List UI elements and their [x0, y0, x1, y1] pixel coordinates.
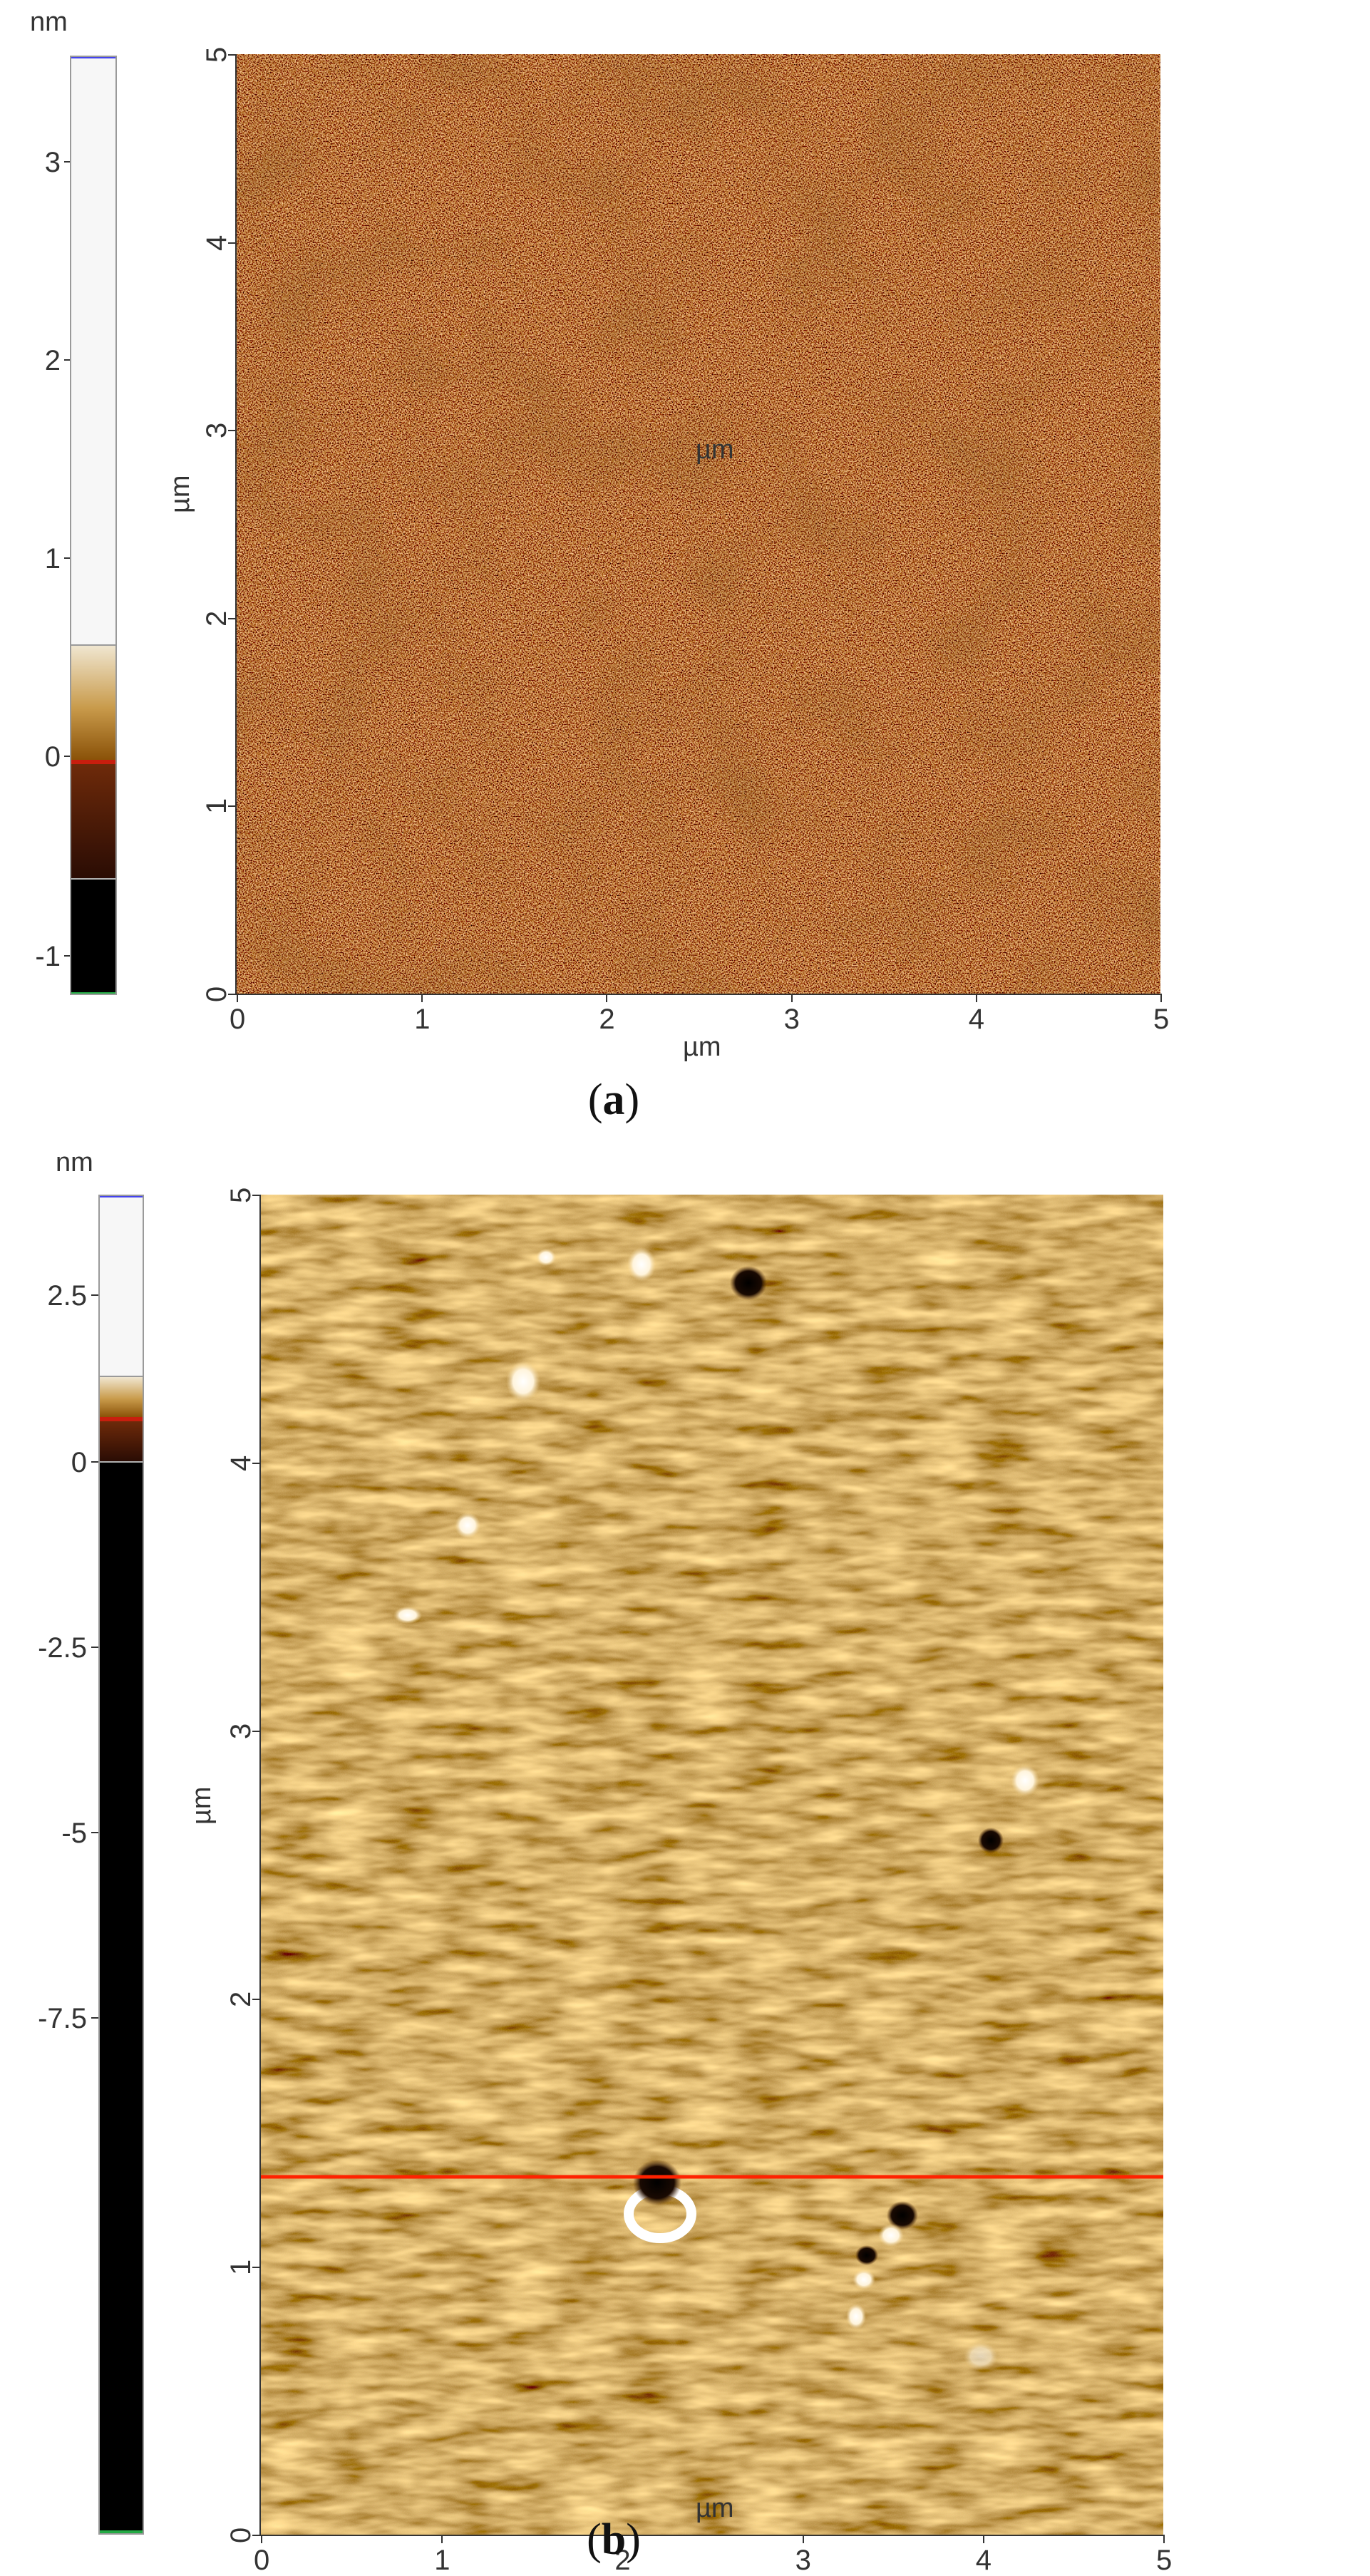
axis-tick-label: 1 [414, 1004, 431, 1035]
axis-tick-mark [252, 1731, 259, 1732]
axis-tick-label: 0 [225, 2527, 257, 2543]
axis-tick-label: 5 [225, 1187, 257, 1203]
axis-tick-label: 5 [201, 46, 232, 63]
axis-tick-mark [1163, 2536, 1165, 2543]
y-axis-line [259, 1195, 261, 2536]
axis-tick-mark [802, 2536, 804, 2543]
caption-letter: b [601, 2515, 627, 2564]
caption-paren-open: ( [587, 2515, 602, 2564]
axis-tick-label: 3 [783, 1004, 800, 1035]
y-axis-line [235, 54, 237, 995]
axis-tick-label: 3 [201, 422, 232, 439]
scale-tick-label: 0 [44, 741, 61, 773]
axis-tick-mark [252, 1195, 259, 1196]
panel-caption: (b) [542, 2515, 685, 2565]
axis-tick-mark [228, 54, 235, 56]
scale-tick-mark [64, 161, 70, 163]
axis-tick-mark [228, 617, 235, 619]
y-unit-label: µm [187, 1786, 217, 1825]
x-axis-line [259, 2535, 1165, 2536]
scale-tick-label: -1 [35, 941, 61, 972]
scale-tick-mark [91, 2017, 98, 2019]
axis-tick-label: 5 [1156, 2545, 1173, 2576]
axis-tick-label: 4 [968, 1004, 985, 1035]
axis-tick-mark [237, 995, 238, 1002]
axis-tick-label: 3 [795, 2545, 811, 2576]
x-unit-label-b: µm [696, 2493, 734, 2523]
axis-tick-label: 5 [1153, 1004, 1170, 1035]
axis-tick-label: 4 [975, 2545, 992, 2576]
scale-tick-mark [91, 1832, 98, 1833]
scale-tick-label: 1 [44, 543, 61, 575]
caption-paren-close: ) [624, 1076, 640, 1124]
axis-tick-mark [252, 1463, 259, 1464]
axis-tick-mark [622, 2536, 624, 2543]
axis-tick-label: 4 [225, 1455, 257, 1471]
scale-tick-label: 2 [44, 345, 61, 376]
scale-tick-mark [64, 955, 70, 957]
y-axis-title: µm [165, 456, 196, 513]
scale-tick-mark [91, 1294, 98, 1296]
axis-tick-label: 2 [599, 1004, 615, 1035]
axis-tick-label: 2 [201, 610, 232, 627]
axis-tick-label: 1 [225, 2259, 257, 2275]
color-scale-bar [98, 1195, 144, 2535]
axis-tick-label: 2 [225, 1991, 257, 2007]
axis-tick-label: 1 [201, 798, 232, 815]
afm-height-image [237, 54, 1160, 994]
scale-tick-label: 3 [44, 147, 61, 178]
afm-panel-a: nm 3 2 1 0 -1 µm 5 4 3 2 1 0 [0, 0, 1370, 1276]
axis-tick-label: 0 [230, 1004, 246, 1035]
x-unit-label: µm [683, 1032, 721, 1062]
axis-tick-mark [421, 995, 423, 1002]
scale-tick-mark [91, 1461, 98, 1463]
scale-tick-mark [91, 1647, 98, 1648]
surface-features [393, 1247, 1039, 2371]
axis-tick-mark [975, 995, 977, 1002]
axis-tick-label: 1 [434, 2545, 450, 2576]
axis-tick-mark [252, 2535, 259, 2536]
scale-tick-mark [64, 557, 70, 559]
axis-tick-mark [606, 995, 608, 1002]
axis-tick-mark [228, 430, 235, 432]
axis-tick-mark [228, 994, 235, 995]
scale-tick-label: -5 [61, 1818, 87, 1849]
scale-unit-label: nm [30, 7, 68, 37]
afm-panel-b: nm 2.5 0 -2.5 -5 -7.5 µm 5 4 3 2 1 0 [0, 435, 1370, 2575]
axis-tick-label: 0 [254, 2545, 270, 2576]
axis-tick-label: 4 [201, 235, 232, 251]
y-unit-label: µm [165, 475, 195, 513]
axis-tick-mark [261, 2536, 262, 2543]
axis-tick-mark [982, 2536, 984, 2543]
axis-tick-mark [252, 1999, 259, 2000]
afm-height-image [261, 1195, 1163, 2535]
axis-tick-mark [228, 242, 235, 244]
axis-tick-mark [1160, 995, 1162, 1002]
scale-tick-label: -2.5 [38, 1632, 87, 1664]
axis-tick-label: 3 [225, 1723, 257, 1739]
axis-tick-mark [228, 805, 235, 808]
x-unit-label: µm [696, 435, 734, 465]
y-axis-title: µm [187, 1768, 217, 1825]
caption-letter: a [602, 1076, 625, 1124]
scale-tick-label: 0 [71, 1447, 87, 1478]
panel-caption: (a) [542, 1075, 685, 1125]
x-axis-line [235, 994, 1162, 995]
scale-tick-label: 2.5 [47, 1280, 87, 1312]
scale-tick-label: -7.5 [38, 2003, 87, 2034]
scale-unit-label: nm [56, 1148, 93, 1178]
axis-tick-label: 2 [614, 2545, 631, 2576]
scale-tick-mark [64, 756, 70, 757]
axis-tick-mark [252, 2267, 259, 2268]
axis-tick-mark [441, 2536, 443, 2543]
caption-paren-close: ) [626, 2515, 641, 2564]
caption-paren-open: ( [587, 1076, 603, 1124]
axis-tick-label: 0 [201, 986, 232, 1002]
axis-tick-mark [790, 995, 793, 1002]
scale-tick-mark [64, 359, 70, 361]
color-scale-bar [70, 56, 117, 995]
